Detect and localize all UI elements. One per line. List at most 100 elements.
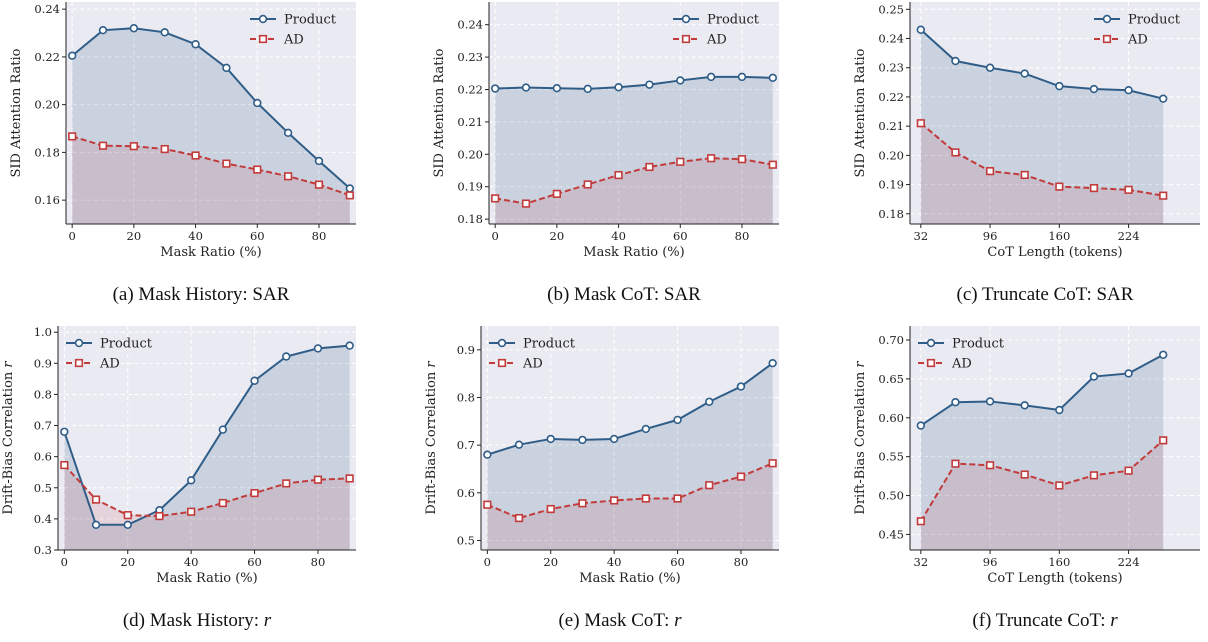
x-tick-label: 80 <box>735 229 750 243</box>
series-line-product <box>71 27 351 190</box>
y-tick-label: 0.20 <box>878 148 904 162</box>
data-point-ad <box>916 517 925 526</box>
panel-f: 0.45 0.50 0.55 0.60 0.65 0.70 32 96 160 224 CoT Le… <box>853 326 1200 631</box>
y-tick-label: 0.22 <box>34 50 60 64</box>
x-tick-label: 60 <box>670 555 685 569</box>
x-tick-label: 80 <box>311 555 326 569</box>
data-point-ad <box>1055 182 1064 191</box>
y-tick-label: 0.7 <box>34 419 52 433</box>
data-point-ad <box>284 172 293 181</box>
panel-e: 0.5 0.6 0.7 0.8 0.9 0 20 40 60 80 Mask Ratio (%) Dr… <box>424 326 779 631</box>
y-tick-label: 0.18 <box>34 145 60 159</box>
data-point-ad <box>282 479 291 488</box>
data-point-product <box>283 128 293 138</box>
legend-label-ad: AD <box>706 33 727 48</box>
y-axis-label: SID Attention Ratio <box>432 48 447 177</box>
data-point-product <box>186 476 196 485</box>
y-tick-label: 0.21 <box>457 115 483 129</box>
legend-label-ad: AD <box>522 357 543 372</box>
panel-caption: (a) Mask History: SAR <box>113 284 290 305</box>
x-tick-label: 20 <box>543 555 558 569</box>
data-point-product <box>645 80 654 89</box>
y-tick-label: 0.21 <box>878 119 904 133</box>
data-point-ad <box>187 507 196 516</box>
y-tick-label: 0.22 <box>878 90 904 104</box>
legend-marker-product <box>74 338 84 348</box>
data-point-ad <box>916 119 925 128</box>
y-tick-label: 0.50 <box>878 489 904 503</box>
y-tick-label: 0.19 <box>878 178 904 192</box>
series-area-ad <box>487 463 773 550</box>
data-point-ad <box>1089 471 1099 480</box>
y-tick-label: 0.6 <box>457 486 475 500</box>
data-point-product <box>985 63 995 72</box>
data-point-product <box>673 415 682 425</box>
data-point-ad <box>736 472 746 481</box>
y-tick-label: 0.24 <box>34 2 60 16</box>
plot-area <box>910 326 1200 550</box>
legend-marker-product <box>258 14 268 24</box>
y-tick-label: 0.5 <box>457 533 475 547</box>
data-point-product <box>191 40 200 49</box>
y-tick-label: 0.24 <box>878 32 904 46</box>
data-point-ad <box>610 496 619 505</box>
data-point-product <box>314 156 324 166</box>
series-area-product <box>920 354 1164 550</box>
legend-marker-product <box>497 338 507 348</box>
data-point-product <box>313 344 323 353</box>
legend-label-ad: AD <box>99 357 120 372</box>
y-tick-label: 1.0 <box>34 325 52 339</box>
x-tick-label: 40 <box>611 229 626 243</box>
x-axis-label: CoT Length (tokens) <box>987 571 1122 586</box>
y-axis-label: Drift-Bias Correlation r <box>1 361 16 515</box>
data-point-ad <box>705 481 714 490</box>
y-tick-label: 0.7 <box>457 438 475 452</box>
data-point-ad <box>345 474 354 483</box>
plot-area <box>481 326 779 550</box>
legend-marker-product <box>1102 14 1112 24</box>
panel-caption: (c) Truncate CoT: SAR <box>957 284 1134 305</box>
x-tick-label: 224 <box>1118 555 1140 569</box>
data-point-ad <box>951 148 960 157</box>
data-point-product <box>552 84 562 93</box>
legend-marker-product <box>926 338 936 348</box>
data-point-product <box>768 358 777 368</box>
x-axis-label: Mask Ratio (%) <box>583 245 684 260</box>
x-tick-label: 96 <box>983 229 998 243</box>
data-point-ad <box>91 495 101 504</box>
x-tick-label: 0 <box>61 555 68 569</box>
x-tick-label: 60 <box>250 229 265 243</box>
y-axis-label: SID Attention Ratio <box>853 48 868 177</box>
x-tick-label: 20 <box>120 555 135 569</box>
data-point-ad <box>1124 185 1133 194</box>
data-point-ad <box>314 180 324 189</box>
y-tick-label: 0.23 <box>457 50 483 64</box>
data-point-ad <box>676 157 685 166</box>
x-axis-label: Mask Ratio (%) <box>579 571 680 586</box>
data-point-ad <box>155 511 164 521</box>
legend: Product AD <box>918 337 1005 372</box>
y-tick-label: 0.60 <box>878 411 904 425</box>
x-tick-label: 20 <box>550 229 565 243</box>
y-tick-label: 0.22 <box>457 83 483 97</box>
x-tick-label: 160 <box>1048 229 1070 243</box>
x-tick-label: 80 <box>734 555 749 569</box>
legend: Product AD <box>1094 13 1181 48</box>
data-point-ad <box>98 141 108 150</box>
data-point-ad <box>222 159 231 168</box>
data-point-product <box>916 421 926 430</box>
series-area-product <box>495 76 773 224</box>
data-point-ad <box>1020 170 1029 180</box>
data-point-ad <box>191 151 200 160</box>
legend-marker-ad <box>1102 34 1112 44</box>
panel-caption: (b) Mask CoT: SAR <box>547 284 701 305</box>
data-point-ad <box>985 461 995 470</box>
legend-marker-ad <box>497 358 507 368</box>
data-point-ad <box>737 155 747 164</box>
series-area-ad <box>495 158 773 224</box>
data-point-product <box>737 72 747 82</box>
data-point-ad <box>253 165 262 174</box>
y-axis-label-var: r <box>424 361 439 368</box>
x-tick-label: 224 <box>1118 229 1140 243</box>
legend-marker-product <box>681 14 691 24</box>
